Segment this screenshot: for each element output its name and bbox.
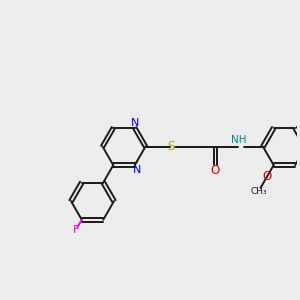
Text: CH₃: CH₃	[250, 187, 267, 196]
Text: N: N	[130, 118, 139, 128]
Text: N: N	[133, 165, 142, 175]
Text: NH: NH	[231, 135, 247, 145]
Text: O: O	[211, 164, 220, 177]
Text: F: F	[73, 225, 79, 235]
Text: O: O	[262, 170, 272, 183]
Text: S: S	[167, 140, 174, 153]
